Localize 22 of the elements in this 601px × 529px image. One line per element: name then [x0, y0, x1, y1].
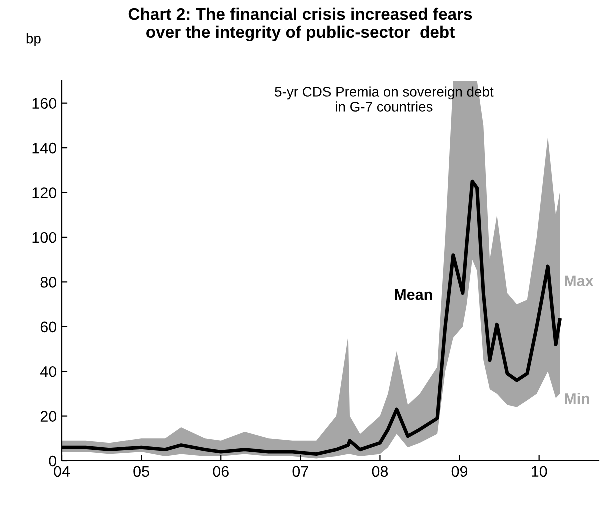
- chart-title: Chart 2: The financial crisis increased fears over the integrity of public-sector debt: [128, 8, 472, 42]
- y-axis-title: bp: [26, 34, 41, 46]
- x-tick-label: 07: [292, 466, 308, 478]
- y-tick-label: 80: [40, 277, 57, 288]
- y-tick-label: 100: [32, 232, 57, 244]
- x-tick-label: 05: [134, 466, 150, 478]
- annotation: 5-yr CDS Premia on sovereign debt in G-7 countries: [275, 86, 494, 112]
- series-label: Mean: [395, 290, 432, 300]
- y-tick-label: 160: [32, 98, 57, 110]
- x-tick-label: 04: [54, 466, 70, 478]
- y-tick-label: 40: [40, 366, 57, 378]
- x-tick-label: 06: [213, 466, 229, 478]
- y-tick-label: 140: [32, 142, 57, 154]
- y-tick-label: 20: [40, 411, 57, 422]
- x-tick-label: 09: [452, 466, 468, 478]
- y-tick-label: 120: [32, 188, 57, 198]
- annotation: Min: [565, 393, 590, 404]
- x-tick-label: 08: [372, 466, 388, 478]
- annotation: Max: [565, 276, 594, 286]
- x-tick-label: 10: [532, 466, 548, 478]
- y-tick-label: 0: [49, 456, 57, 467]
- y-tick-label: 60: [40, 322, 57, 333]
